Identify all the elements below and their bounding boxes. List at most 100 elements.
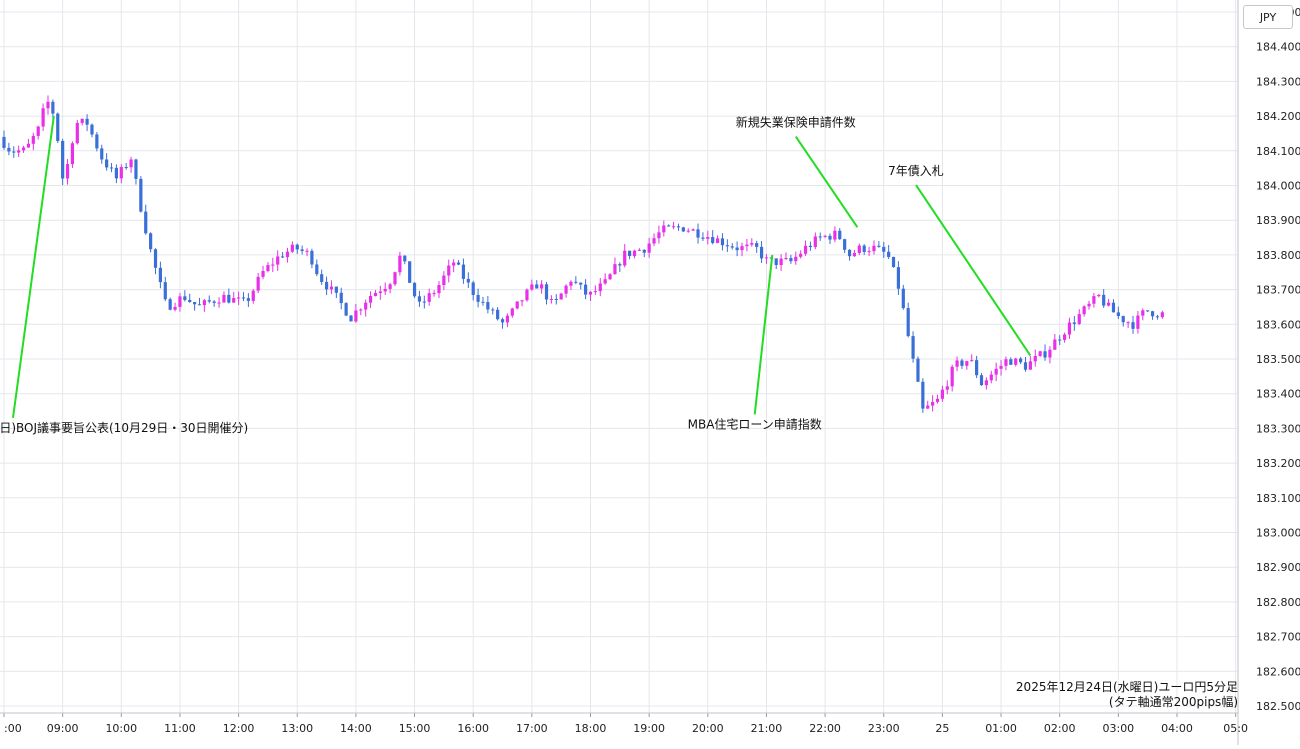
candle — [320, 269, 324, 285]
y-tick-label: 184.200 — [1256, 110, 1300, 123]
candle — [852, 249, 857, 257]
candle — [70, 141, 75, 168]
candle — [75, 120, 79, 145]
candle — [95, 131, 99, 152]
caption-line2: (タテ軸通常200pips幅) — [1109, 694, 1238, 709]
y-tick-label: 183.700 — [1256, 284, 1300, 297]
annotation-line — [12, 115, 55, 419]
candle — [1038, 350, 1042, 358]
candle — [26, 138, 31, 148]
candle — [891, 256, 896, 268]
candle — [100, 144, 104, 164]
candle — [921, 378, 925, 413]
candle — [725, 239, 729, 252]
candle — [730, 243, 734, 250]
candle — [945, 380, 949, 395]
candle — [217, 297, 221, 308]
candle — [1111, 299, 1116, 313]
x-tick-label: 18:00 — [575, 722, 607, 735]
candle — [129, 156, 133, 173]
candle — [1077, 309, 1081, 326]
candle — [994, 362, 998, 382]
candle — [1102, 289, 1106, 308]
candle — [251, 289, 255, 304]
candle — [373, 290, 378, 297]
candle — [1106, 298, 1111, 307]
candle — [926, 400, 930, 409]
candle — [427, 288, 431, 306]
candle — [505, 313, 510, 328]
candle — [657, 225, 661, 244]
candle — [188, 293, 192, 303]
candle — [153, 248, 158, 275]
candle — [1048, 346, 1052, 364]
x-tick-label: 13:00 — [281, 722, 313, 735]
candle — [1092, 293, 1096, 308]
candle — [144, 204, 148, 235]
candle — [56, 112, 60, 144]
x-tick-label: :00 — [4, 722, 22, 735]
candle — [403, 255, 407, 265]
candle — [647, 237, 651, 258]
candle — [105, 153, 109, 171]
x-tick-label: 12:00 — [223, 722, 255, 735]
candle — [569, 280, 573, 291]
candle — [535, 280, 539, 289]
candle — [344, 302, 348, 317]
candle — [496, 307, 500, 321]
candle — [632, 249, 637, 259]
candle — [906, 302, 910, 338]
candle — [813, 232, 817, 250]
candle — [1160, 310, 1164, 319]
candle — [628, 250, 632, 260]
candle — [755, 240, 759, 253]
x-tick-label: 04:00 — [1161, 722, 1193, 735]
candle — [935, 394, 940, 404]
candle — [476, 288, 480, 308]
candle — [349, 314, 353, 322]
x-tick-label: 17:00 — [516, 722, 548, 735]
y-tick-label: 183.500 — [1256, 353, 1300, 366]
annotation-line — [915, 184, 1032, 357]
candle — [838, 227, 842, 241]
candle — [378, 285, 382, 300]
candle — [85, 114, 89, 132]
candle — [740, 242, 744, 257]
candle — [124, 162, 128, 170]
candle — [979, 373, 984, 386]
candle — [847, 249, 852, 261]
candle — [843, 238, 847, 254]
candle — [256, 273, 260, 294]
candle — [461, 258, 466, 284]
candle — [554, 294, 558, 305]
candle — [134, 158, 138, 185]
x-tick-label: 15:00 — [399, 722, 431, 735]
candle — [593, 285, 597, 295]
candle — [183, 290, 187, 302]
currency-selector[interactable]: JPY — [1243, 5, 1293, 29]
candle — [324, 276, 329, 296]
candle — [1136, 310, 1140, 334]
y-tick-label: 183.200 — [1256, 457, 1300, 470]
x-tick-label: 20:00 — [692, 722, 724, 735]
candle — [12, 146, 16, 158]
candle — [882, 241, 886, 258]
candle — [598, 277, 602, 297]
candle — [681, 226, 685, 232]
candle — [618, 262, 622, 273]
candle — [364, 299, 368, 317]
candle — [515, 301, 519, 310]
y-tick-label: 183.000 — [1256, 527, 1300, 540]
candle — [520, 300, 524, 307]
candle — [398, 251, 402, 276]
candle — [422, 295, 426, 309]
candle — [1097, 294, 1101, 298]
candle — [1141, 308, 1145, 321]
candle — [510, 307, 514, 318]
candle — [158, 261, 162, 289]
candle — [975, 355, 979, 379]
candle — [828, 233, 832, 244]
candle — [2, 130, 6, 150]
candle — [114, 164, 119, 184]
annotations: 日)BOJ議事要旨公表(10月29日・30日開催分) 新規失業保険申請件数 7年債入… — [0, 115, 1032, 435]
